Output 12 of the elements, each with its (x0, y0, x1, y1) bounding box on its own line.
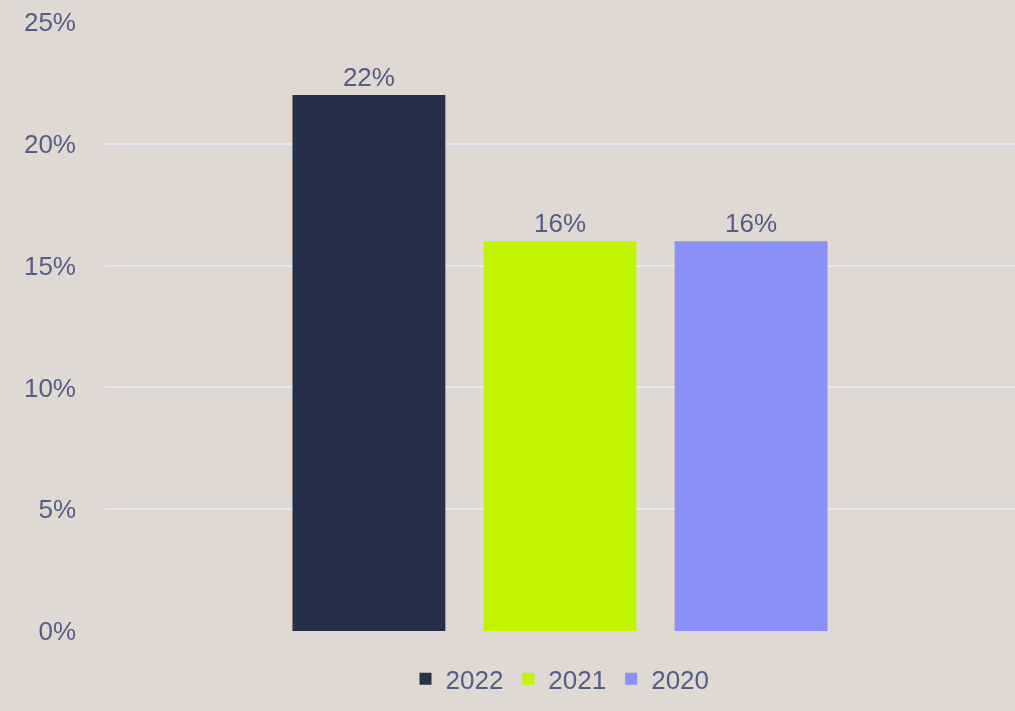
legend-label: 2022 (445, 664, 504, 695)
y-tick-label: 20% (23, 128, 76, 159)
legend-label: 2021 (548, 664, 607, 695)
y-tick-label: 10% (23, 372, 76, 403)
data-label: 16% (533, 208, 587, 239)
y-tick-label: 25% (23, 7, 76, 38)
y-tick-label: 5% (38, 494, 76, 525)
y-tick-label: 15% (23, 250, 76, 281)
data-label: 22% (342, 62, 395, 93)
legend-label: 2020 (651, 664, 710, 695)
data-label: 16% (725, 208, 778, 239)
y-tick-label: 0% (38, 616, 76, 647)
